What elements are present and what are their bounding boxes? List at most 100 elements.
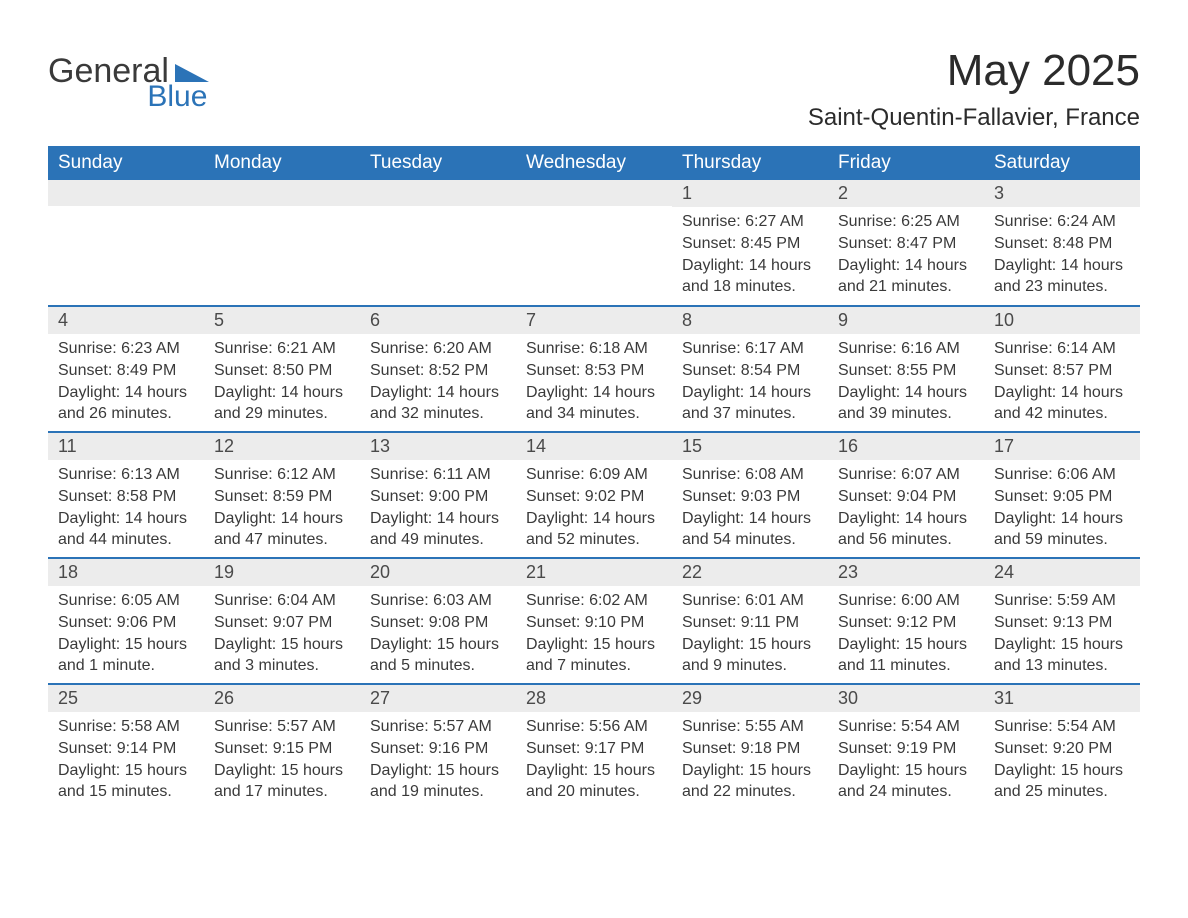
- sunrise-line: Sunrise: 6:06 AM: [994, 464, 1134, 486]
- weekday-header: Friday: [828, 146, 984, 180]
- calendar-day-cell: 11Sunrise: 6:13 AMSunset: 8:58 PMDayligh…: [48, 432, 204, 558]
- sunrise-line: Sunrise: 5:55 AM: [682, 716, 822, 738]
- calendar-day-cell: 4Sunrise: 6:23 AMSunset: 8:49 PMDaylight…: [48, 306, 204, 432]
- day-body: Sunrise: 6:13 AMSunset: 8:58 PMDaylight:…: [48, 460, 204, 550]
- day-body: Sunrise: 5:58 AMSunset: 9:14 PMDaylight:…: [48, 712, 204, 802]
- calendar-day-cell: 13Sunrise: 6:11 AMSunset: 9:00 PMDayligh…: [360, 432, 516, 558]
- daylight-line: Daylight: 14 hours and 18 minutes.: [682, 255, 822, 298]
- sunset-line: Sunset: 9:15 PM: [214, 738, 354, 760]
- sunset-line: Sunset: 9:04 PM: [838, 486, 978, 508]
- page-title: May 2025: [808, 46, 1140, 96]
- day-number: 14: [516, 433, 672, 460]
- sunset-line: Sunset: 9:00 PM: [370, 486, 510, 508]
- sunset-line: Sunset: 9:07 PM: [214, 612, 354, 634]
- sunrise-line: Sunrise: 5:57 AM: [214, 716, 354, 738]
- sunrise-line: Sunrise: 6:03 AM: [370, 590, 510, 612]
- calendar-day-cell: 28Sunrise: 5:56 AMSunset: 9:17 PMDayligh…: [516, 684, 672, 810]
- day-number: 29: [672, 685, 828, 712]
- sunset-line: Sunset: 9:03 PM: [682, 486, 822, 508]
- calendar-week-row: 4Sunrise: 6:23 AMSunset: 8:49 PMDaylight…: [48, 306, 1140, 432]
- calendar-day-cell: 27Sunrise: 5:57 AMSunset: 9:16 PMDayligh…: [360, 684, 516, 810]
- daylight-line: Daylight: 14 hours and 32 minutes.: [370, 382, 510, 425]
- calendar-day-cell: 19 Sunrise: 6:04 AMSunset: 9:07 PMDayligh…: [204, 558, 360, 684]
- weekday-header: Tuesday: [360, 146, 516, 180]
- day-body: Sunrise: 5:54 AMSunset: 9:20 PMDaylight:…: [984, 712, 1140, 802]
- day-body: Sunrise: 6:21 AMSunset: 8:50 PMDaylight:…: [204, 334, 360, 424]
- day-number: 20: [360, 559, 516, 586]
- daylight-line: Daylight: 14 hours and 49 minutes.: [370, 508, 510, 551]
- day-number: 30: [828, 685, 984, 712]
- day-number: 7: [516, 307, 672, 334]
- sunset-line: Sunset: 9:20 PM: [994, 738, 1134, 760]
- sunrise-line: Sunrise: 6:07 AM: [838, 464, 978, 486]
- day-body: Sunrise: 6:00 AMSunset: 9:12 PMDaylight:…: [828, 586, 984, 676]
- sunset-line: Sunset: 9:19 PM: [838, 738, 978, 760]
- day-number: 9: [828, 307, 984, 334]
- day-number: 22: [672, 559, 828, 586]
- weekday-header: Thursday: [672, 146, 828, 180]
- day-number: 19: [204, 559, 360, 586]
- calendar-day-cell: 30Sunrise: 5:54 AMSunset: 9:19 PMDayligh…: [828, 684, 984, 810]
- calendar-day-cell: 1Sunrise: 6:27 AMSunset: 8:45 PMDaylight…: [672, 180, 828, 306]
- calendar-day-cell: 15Sunrise: 6:08 AMSunset: 9:03 PMDayligh…: [672, 432, 828, 558]
- calendar-day-cell: 17Sunrise: 6:06 AMSunset: 9:05 PMDayligh…: [984, 432, 1140, 558]
- sunset-line: Sunset: 9:08 PM: [370, 612, 510, 634]
- sunrise-line: Sunrise: 6:01 AM: [682, 590, 822, 612]
- daylight-line: Daylight: 15 hours and 11 minutes.: [838, 634, 978, 677]
- sunset-line: Sunset: 9:12 PM: [838, 612, 978, 634]
- sunrise-line: Sunrise: 6:02 AM: [526, 590, 666, 612]
- day-body: Sunrise: 6:27 AMSunset: 8:45 PMDaylight:…: [672, 207, 828, 297]
- calendar-week-row: 11Sunrise: 6:13 AMSunset: 8:58 PMDayligh…: [48, 432, 1140, 558]
- daylight-line: Daylight: 15 hours and 9 minutes.: [682, 634, 822, 677]
- calendar-day-cell: 9Sunrise: 6:16 AMSunset: 8:55 PMDaylight…: [828, 306, 984, 432]
- day-number: 21: [516, 559, 672, 586]
- calendar-day-cell: 14Sunrise: 6:09 AMSunset: 9:02 PMDayligh…: [516, 432, 672, 558]
- daylight-line: Daylight: 15 hours and 15 minutes.: [58, 760, 198, 803]
- calendar-day-cell: 16Sunrise: 6:07 AMSunset: 9:04 PMDayligh…: [828, 432, 984, 558]
- sunset-line: Sunset: 9:06 PM: [58, 612, 198, 634]
- calendar-body: 1Sunrise: 6:27 AMSunset: 8:45 PMDaylight…: [48, 180, 1140, 810]
- daylight-line: Daylight: 14 hours and 52 minutes.: [526, 508, 666, 551]
- calendar-day-cell: 26Sunrise: 5:57 AMSunset: 9:15 PMDayligh…: [204, 684, 360, 810]
- day-body: Sunrise: 6:02 AMSunset: 9:10 PMDaylight:…: [516, 586, 672, 676]
- day-body: Sunrise: 6:08 AMSunset: 9:03 PMDaylight:…: [672, 460, 828, 550]
- day-body: Sunrise: 6:06 AMSunset: 9:05 PMDaylight:…: [984, 460, 1140, 550]
- daylight-line: Daylight: 15 hours and 3 minutes.: [214, 634, 354, 677]
- sunrise-line: Sunrise: 6:20 AM: [370, 338, 510, 360]
- logo: General Blue: [48, 30, 209, 112]
- day-body: Sunrise: 6:23 AMSunset: 8:49 PMDaylight:…: [48, 334, 204, 424]
- empty-day-number-bar: [48, 180, 204, 206]
- calendar-day-cell: 8Sunrise: 6:17 AMSunset: 8:54 PMDaylight…: [672, 306, 828, 432]
- daylight-line: Daylight: 15 hours and 19 minutes.: [370, 760, 510, 803]
- calendar-day-cell: 10Sunrise: 6:14 AMSunset: 8:57 PMDayligh…: [984, 306, 1140, 432]
- weekday-header-row: Sunday Monday Tuesday Wednesday Thursday…: [48, 146, 1140, 180]
- day-number: 16: [828, 433, 984, 460]
- day-number: 11: [48, 433, 204, 460]
- day-number: 18: [48, 559, 204, 586]
- day-number: 17: [984, 433, 1140, 460]
- daylight-line: Daylight: 14 hours and 34 minutes.: [526, 382, 666, 425]
- sunset-line: Sunset: 9:10 PM: [526, 612, 666, 634]
- sunrise-line: Sunrise: 6:18 AM: [526, 338, 666, 360]
- sunrise-line: Sunrise: 5:54 AM: [838, 716, 978, 738]
- logo-text: General Blue: [48, 54, 209, 112]
- page-header: General Blue May 2025 Saint-Quentin-Fall…: [48, 30, 1140, 132]
- weekday-header: Wednesday: [516, 146, 672, 180]
- sunset-line: Sunset: 8:50 PM: [214, 360, 354, 382]
- day-body: Sunrise: 6:07 AMSunset: 9:04 PMDaylight:…: [828, 460, 984, 550]
- day-body: Sunrise: 5:54 AMSunset: 9:19 PMDaylight:…: [828, 712, 984, 802]
- sunset-line: Sunset: 9:17 PM: [526, 738, 666, 760]
- sunrise-line: Sunrise: 5:56 AM: [526, 716, 666, 738]
- sunrise-line: Sunrise: 6:12 AM: [214, 464, 354, 486]
- calendar-head: Sunday Monday Tuesday Wednesday Thursday…: [48, 146, 1140, 180]
- sunset-line: Sunset: 8:54 PM: [682, 360, 822, 382]
- daylight-line: Daylight: 15 hours and 22 minutes.: [682, 760, 822, 803]
- day-number: 23: [828, 559, 984, 586]
- calendar-day-cell: 6Sunrise: 6:20 AMSunset: 8:52 PMDaylight…: [360, 306, 516, 432]
- sunrise-line: Sunrise: 5:57 AM: [370, 716, 510, 738]
- sunrise-line: Sunrise: 6:04 AM: [214, 590, 354, 612]
- sunset-line: Sunset: 8:59 PM: [214, 486, 354, 508]
- day-number: 2: [828, 180, 984, 207]
- sunset-line: Sunset: 9:02 PM: [526, 486, 666, 508]
- day-body: Sunrise: 6:01 AMSunset: 9:11 PMDaylight:…: [672, 586, 828, 676]
